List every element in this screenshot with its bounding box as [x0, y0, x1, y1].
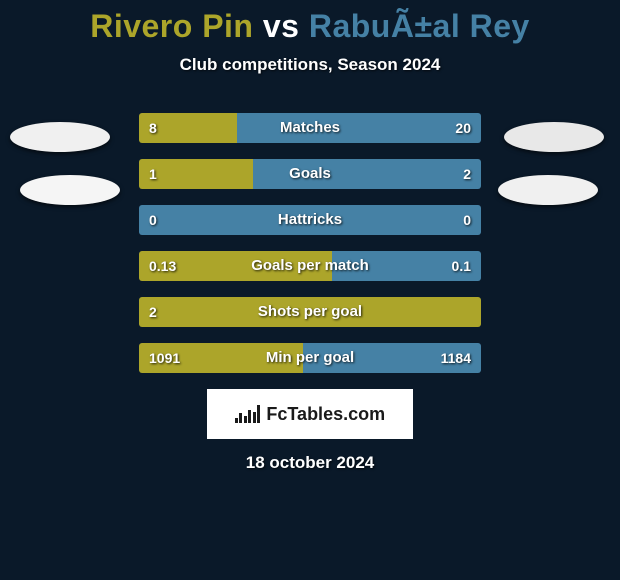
vs-text: vs [253, 8, 308, 44]
stat-row: 2Shots per goal [139, 297, 481, 327]
subtitle: Club competitions, Season 2024 [0, 55, 620, 75]
brand-text: FcTables.com [266, 404, 385, 425]
bars-list: 820Matches 12Goals 00Hattricks 0.130.1Goals… [139, 113, 481, 373]
footer-date: 18 october 2024 [0, 453, 620, 473]
team-badge-left-1 [10, 122, 110, 152]
team-badge-right-2 [498, 175, 598, 205]
player2-name: RabuÃ±al Rey [309, 8, 530, 44]
chart-area: 820Matches 12Goals 00Hattricks 0.130.1Goals… [0, 113, 620, 373]
brand-logo: FcTables.com [207, 389, 413, 439]
team-badge-left-2 [20, 175, 120, 205]
player1-name: Rivero Pin [90, 8, 253, 44]
stat-row: 12Goals [139, 159, 481, 189]
stat-row: 820Matches [139, 113, 481, 143]
page-title: Rivero Pin vs RabuÃ±al Rey [0, 8, 620, 45]
container: Rivero Pin vs RabuÃ±al Rey Club competit… [0, 0, 620, 473]
bar-chart-icon [235, 405, 261, 423]
stat-row: 0.130.1Goals per match [139, 251, 481, 281]
stat-row: 00Hattricks [139, 205, 481, 235]
team-badge-right-1 [504, 122, 604, 152]
stat-row: 10911184Min per goal [139, 343, 481, 373]
